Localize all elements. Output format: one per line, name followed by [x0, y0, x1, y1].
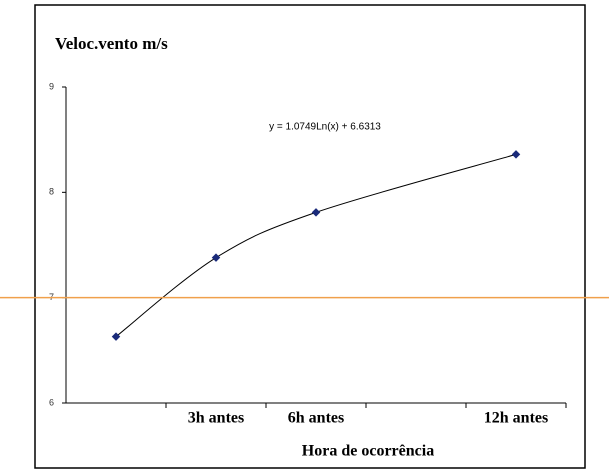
y-tick-label: 9: [49, 81, 54, 91]
chart-frame: [34, 4, 586, 469]
x-tick-label: 12h antes: [484, 410, 548, 427]
y-tick-label: 8: [49, 187, 54, 197]
x-tick-label: 3h antes: [188, 410, 244, 427]
x-tick-label: 6h antes: [288, 410, 344, 427]
marker: [111, 332, 121, 341]
trendline-equation: y = 1.0749Ln(x) + 6.6313: [269, 122, 381, 133]
marker: [311, 208, 321, 217]
chart-title: Veloc.vento m/s: [55, 34, 168, 53]
x-axis-title: Hora de ocorrência: [302, 443, 434, 460]
y-tick-label: 6: [49, 397, 54, 407]
